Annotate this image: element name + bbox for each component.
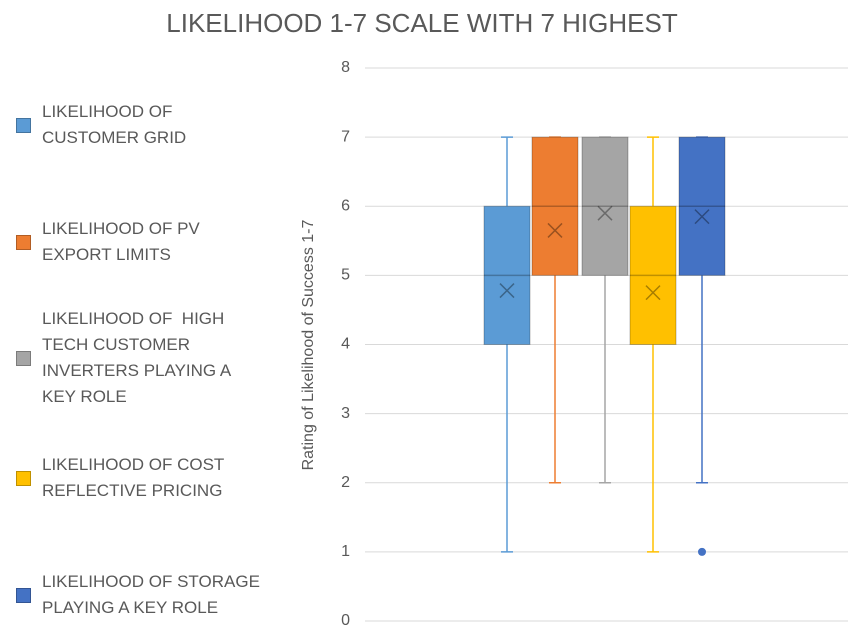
legend-swatch (16, 470, 31, 486)
y-tick-label: 7 (341, 128, 350, 145)
box (483, 205, 531, 345)
legend-item: LIKELIHOOD OF CUSTOMER GRID (16, 99, 266, 151)
mean-marker (499, 283, 515, 299)
legend-item: LIKELIHOOD OF PV EXPORT LIMITS (16, 216, 266, 268)
legend-label: LIKELIHOOD OF STORAGE PLAYING A KEY ROLE (42, 572, 265, 617)
y-tick-label: 4 (341, 336, 350, 353)
mean-marker (597, 205, 613, 221)
legend-label: LIKELIHOOD OF CUSTOMER GRID (42, 102, 187, 147)
y-tick-label: 6 (341, 197, 350, 214)
legend-item: LIKELIHOOD OF HIGH TECH CUSTOMER INVERTE… (16, 306, 266, 410)
legend-swatch (16, 350, 31, 366)
y-tick-label: 2 (341, 474, 350, 491)
legend-label: LIKELIHOOD OF PV EXPORT LIMITS (42, 219, 205, 264)
y-tick-label: 3 (341, 405, 350, 422)
box (678, 136, 726, 276)
legend-label: LIKELIHOOD OF COST REFLECTIVE PRICING (42, 455, 229, 500)
box (531, 136, 579, 276)
y-axis-label: Rating of Likelihood of Success 1-7 (300, 219, 317, 470)
legend-swatch (16, 234, 31, 250)
mean-marker (547, 222, 563, 238)
box (629, 205, 677, 345)
legend-item: LIKELIHOOD OF STORAGE PLAYING A KEY ROLE (16, 569, 266, 621)
legend-item: LIKELIHOOD OF COST REFLECTIVE PRICING (16, 452, 266, 504)
legend-label: LIKELIHOOD OF HIGH TECH CUSTOMER INVERTE… (42, 309, 236, 406)
legend-swatch (16, 587, 31, 603)
mean-marker (645, 285, 661, 301)
box (581, 136, 629, 276)
legend-swatch (16, 117, 31, 133)
y-tick-label: 5 (341, 267, 350, 284)
y-tick-label: 8 (341, 59, 350, 76)
mean-marker (694, 209, 710, 225)
y-tick-label: 0 (341, 612, 350, 629)
y-tick-label: 1 (341, 543, 350, 560)
chart-title: LIKELIHOOD 1-7 SCALE WITH 7 HIGHEST (166, 8, 678, 38)
outlier (698, 547, 706, 556)
